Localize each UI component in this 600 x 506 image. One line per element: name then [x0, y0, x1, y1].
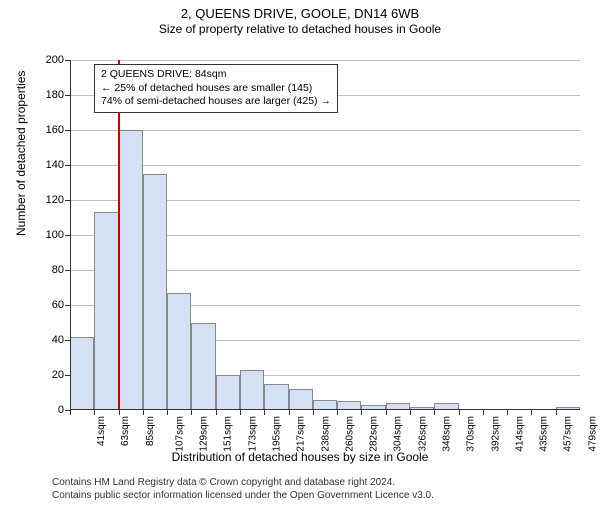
histogram-bar: [216, 375, 240, 410]
grid-line: [70, 60, 580, 61]
histogram-bar: [264, 384, 288, 410]
grid-line: [70, 130, 580, 131]
y-tick-label: 160: [4, 124, 64, 136]
y-tick-label: 80: [4, 264, 64, 276]
x-tick-mark: [143, 410, 144, 415]
histogram-bar: [167, 293, 191, 410]
x-tick-mark: [386, 410, 387, 415]
x-tick-mark: [337, 410, 338, 415]
x-tick-mark: [167, 410, 168, 415]
x-tick-mark: [361, 410, 362, 415]
y-tick-label: 120: [4, 194, 64, 206]
x-tick-mark: [313, 410, 314, 415]
x-tick-mark: [240, 410, 241, 415]
footer-line-2: Contains public sector information licen…: [52, 489, 434, 502]
x-tick-label: 260sqm: [344, 416, 355, 452]
x-tick-mark: [70, 410, 71, 415]
y-tick-label: 180: [4, 89, 64, 101]
histogram-bar: [289, 389, 313, 410]
x-tick-mark: [507, 410, 508, 415]
x-tick-label: 457sqm: [563, 416, 574, 452]
x-tick-label: 392sqm: [490, 416, 501, 452]
x-tick-mark: [264, 410, 265, 415]
histogram-bar: [119, 130, 143, 410]
x-tick-mark: [119, 410, 120, 415]
page-title: 2, QUEENS DRIVE, GOOLE, DN14 6WB: [0, 6, 600, 21]
x-tick-label: 195sqm: [272, 416, 283, 452]
histogram-bar: [240, 370, 264, 410]
x-tick-label: 63sqm: [120, 416, 131, 446]
x-tick-label: 238sqm: [320, 416, 331, 452]
x-tick-mark: [531, 410, 532, 415]
marker-info-box: 2 QUEENS DRIVE: 84sqm ← 25% of detached …: [94, 64, 338, 113]
page-subtitle: Size of property relative to detached ho…: [0, 22, 600, 36]
y-axis-line: [70, 60, 71, 410]
x-tick-mark: [483, 410, 484, 415]
x-tick-mark: [94, 410, 95, 415]
histogram-bar: [191, 323, 215, 411]
x-tick-label: 370sqm: [466, 416, 477, 452]
x-tick-label: 326sqm: [417, 416, 428, 452]
x-tick-label: 414sqm: [514, 416, 525, 452]
info-line-2: ← 25% of detached houses are smaller (14…: [101, 82, 331, 96]
y-tick-label: 0: [4, 404, 64, 416]
histogram-bar: [94, 212, 118, 410]
x-tick-mark: [289, 410, 290, 415]
x-tick-label: 173sqm: [247, 416, 258, 452]
x-tick-label: 217sqm: [296, 416, 307, 452]
info-line-3: 74% of semi-detached houses are larger (…: [101, 95, 331, 109]
x-tick-mark: [191, 410, 192, 415]
x-tick-label: 107sqm: [174, 416, 185, 452]
x-axis-line: [70, 409, 580, 410]
x-tick-label: 479sqm: [587, 416, 598, 452]
y-tick-label: 100: [4, 229, 64, 241]
x-tick-label: 151sqm: [223, 416, 234, 452]
grid-line: [70, 165, 580, 166]
x-tick-label: 304sqm: [393, 416, 404, 452]
x-tick-label: 41sqm: [96, 416, 107, 446]
y-tick-label: 60: [4, 299, 64, 311]
y-tick-label: 40: [4, 334, 64, 346]
x-axis-label: Distribution of detached houses by size …: [0, 450, 600, 464]
y-tick-label: 20: [4, 369, 64, 381]
x-tick-label: 435sqm: [539, 416, 550, 452]
histogram-bar: [143, 174, 167, 410]
y-tick-label: 140: [4, 159, 64, 171]
info-line-1: 2 QUEENS DRIVE: 84sqm: [101, 68, 331, 82]
x-tick-mark: [434, 410, 435, 415]
x-tick-label: 348sqm: [442, 416, 453, 452]
x-tick-mark: [410, 410, 411, 415]
footer-attribution: Contains HM Land Registry data © Crown c…: [52, 476, 434, 502]
histogram-chart: 02040608010012014016018020041sqm63sqm85s…: [70, 60, 580, 410]
x-tick-mark: [459, 410, 460, 415]
histogram-bar: [70, 337, 94, 411]
x-tick-label: 85sqm: [145, 416, 156, 446]
footer-line-1: Contains HM Land Registry data © Crown c…: [52, 476, 434, 489]
x-tick-mark: [556, 410, 557, 415]
x-tick-label: 282sqm: [369, 416, 380, 452]
x-tick-mark: [216, 410, 217, 415]
y-tick-label: 200: [4, 54, 64, 66]
x-tick-label: 129sqm: [199, 416, 210, 452]
